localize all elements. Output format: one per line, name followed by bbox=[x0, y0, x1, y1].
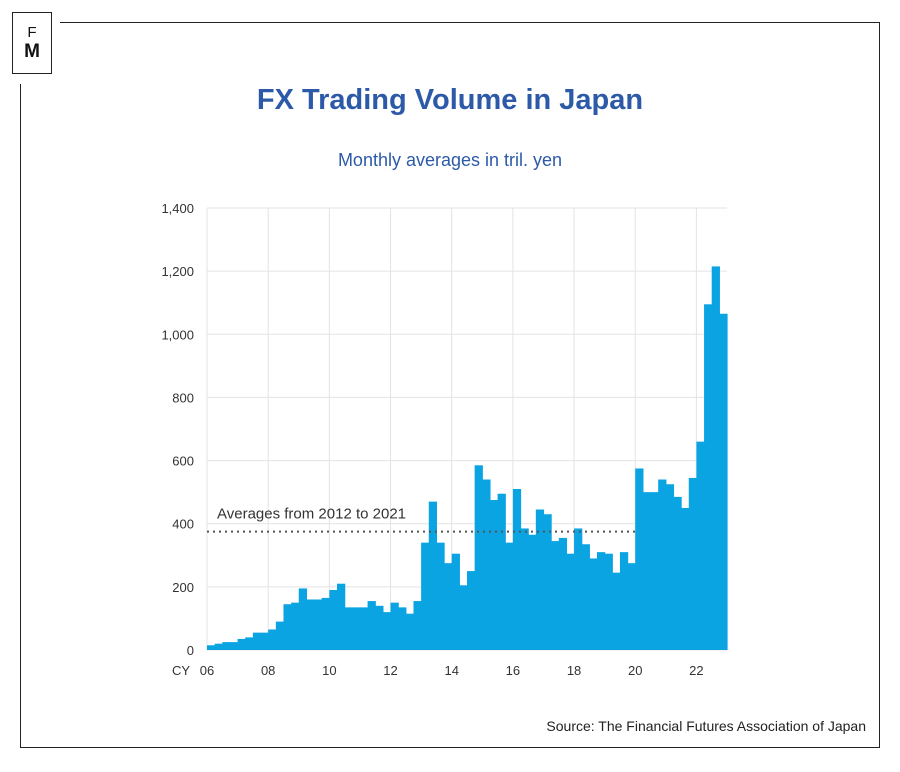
bar bbox=[329, 590, 338, 650]
bar bbox=[314, 599, 323, 650]
bar bbox=[275, 621, 285, 650]
source-note: Source: The Financial Futures Associatio… bbox=[546, 718, 866, 734]
bar bbox=[405, 613, 415, 650]
bar bbox=[635, 468, 644, 650]
bar bbox=[589, 558, 598, 650]
bar bbox=[619, 552, 629, 650]
bar bbox=[665, 484, 675, 650]
bar bbox=[551, 541, 560, 650]
bar bbox=[222, 642, 231, 650]
annotations: Averages from 2012 to 2021 bbox=[207, 506, 636, 533]
bar bbox=[283, 604, 292, 650]
y-tick-label: 400 bbox=[172, 517, 194, 532]
chart-frame bbox=[20, 22, 880, 748]
bar bbox=[344, 607, 353, 650]
bar bbox=[535, 509, 545, 650]
bar bbox=[321, 597, 330, 650]
bar bbox=[711, 266, 720, 650]
bar bbox=[688, 477, 698, 650]
bar bbox=[520, 528, 529, 650]
y-tick-label: 600 bbox=[172, 454, 194, 469]
x-axis: 06 08 10 12 14 16 18 20 22 CY bbox=[172, 663, 704, 678]
bar bbox=[581, 544, 590, 650]
bar bbox=[382, 612, 392, 650]
x-tick-label: 12 bbox=[383, 663, 397, 678]
bar bbox=[237, 638, 246, 650]
bar bbox=[451, 553, 460, 650]
bar bbox=[459, 585, 468, 650]
bar bbox=[207, 645, 216, 650]
bar bbox=[482, 479, 491, 650]
bar bbox=[612, 572, 621, 650]
bar bbox=[597, 552, 606, 650]
bar bbox=[352, 607, 361, 650]
bar bbox=[673, 496, 682, 650]
bar bbox=[696, 441, 705, 650]
y-tick-label: 1,000 bbox=[161, 327, 194, 342]
bar bbox=[489, 500, 499, 650]
bar bbox=[543, 514, 552, 650]
bar bbox=[337, 583, 346, 650]
bar bbox=[467, 571, 476, 650]
bar bbox=[306, 599, 315, 650]
bar bbox=[528, 534, 537, 650]
bar bbox=[260, 632, 269, 650]
bar bbox=[642, 492, 652, 650]
bar bbox=[474, 465, 483, 650]
y-tick-label: 0 bbox=[187, 643, 194, 658]
bar bbox=[681, 507, 690, 650]
bar bbox=[497, 493, 506, 650]
chart-title: FX Trading Volume in Japan bbox=[256, 84, 644, 116]
bar bbox=[291, 602, 300, 650]
y-tick-label: 800 bbox=[172, 390, 194, 405]
bar bbox=[512, 488, 522, 650]
x-axis-label: CY bbox=[172, 663, 190, 678]
x-tick-label: 10 bbox=[322, 663, 336, 678]
y-tick-label: 200 bbox=[172, 580, 194, 595]
bar bbox=[214, 643, 223, 650]
bar bbox=[268, 629, 277, 650]
bar bbox=[367, 601, 376, 650]
x-tick-label: 14 bbox=[444, 663, 458, 678]
chart-subtitle: Monthly averages in tril. yen bbox=[337, 150, 563, 170]
y-axis: 0 200 400 600 800 1,000 1,200 1,400 bbox=[161, 201, 194, 658]
bar bbox=[413, 601, 422, 650]
bar bbox=[398, 607, 407, 650]
bar bbox=[428, 501, 438, 650]
x-tick-label: 16 bbox=[506, 663, 520, 678]
x-tick-label: 22 bbox=[689, 663, 703, 678]
x-tick-label: 18 bbox=[567, 663, 581, 678]
logo-letter-f: F bbox=[27, 24, 37, 41]
bar bbox=[229, 642, 239, 650]
bar bbox=[245, 637, 254, 650]
bar bbox=[566, 553, 575, 650]
bars-group bbox=[207, 266, 728, 650]
bar bbox=[444, 563, 453, 650]
bar bbox=[658, 479, 667, 650]
bar bbox=[252, 632, 262, 650]
bar bbox=[719, 313, 728, 650]
bar bbox=[390, 602, 399, 650]
logo-letter-m: M bbox=[24, 41, 40, 62]
bar bbox=[505, 542, 514, 650]
bar bbox=[375, 605, 384, 650]
bar bbox=[604, 553, 613, 650]
bar bbox=[436, 542, 445, 650]
x-tick-label: 08 bbox=[261, 663, 275, 678]
bar bbox=[704, 304, 713, 650]
average-label: Averages from 2012 to 2021 bbox=[217, 506, 406, 523]
x-tick-label: 20 bbox=[628, 663, 642, 678]
y-tick-label: 1,200 bbox=[161, 264, 194, 279]
fm-logo: F M bbox=[12, 12, 52, 74]
bar bbox=[574, 528, 583, 650]
x-tick-label: 06 bbox=[200, 663, 214, 678]
bar bbox=[627, 563, 636, 650]
bar bbox=[359, 607, 369, 650]
y-tick-label: 1,400 bbox=[161, 201, 194, 216]
bar bbox=[421, 542, 430, 650]
bar bbox=[558, 537, 568, 650]
bar bbox=[298, 588, 308, 650]
bar bbox=[650, 492, 659, 650]
